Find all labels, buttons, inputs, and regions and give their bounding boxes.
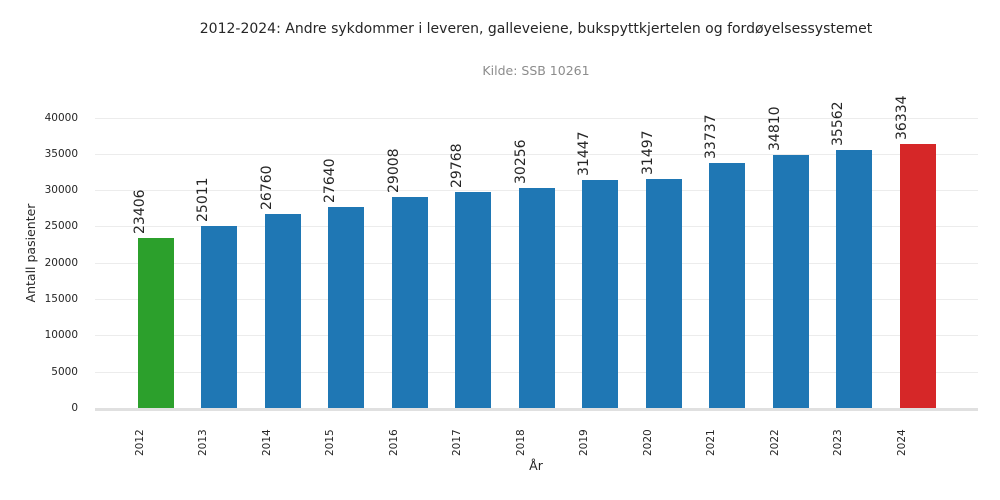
bar-2012 (137, 238, 174, 408)
bar-value-label: 27640 (322, 158, 338, 204)
y-tick-label: 40000 (44, 111, 78, 124)
x-tick-label: 2022 (768, 429, 781, 456)
x-tick-label: 2017 (451, 429, 463, 456)
bar-value-label: 23406 (131, 189, 148, 234)
bar-value-label: 34810 (766, 106, 783, 152)
x-tick-label: 2020 (641, 429, 654, 456)
bar-2013 (201, 226, 237, 408)
bar-value-label: 26760 (258, 165, 275, 210)
bar-2014 (264, 213, 301, 408)
chart-title: 2012-2024: Andre sykdommer i leveren, ga… (199, 21, 873, 37)
bar-2020 (645, 179, 682, 408)
bar-2015 (328, 207, 364, 408)
y-tick-label: 35000 (44, 147, 78, 160)
x-tick-label: 2019 (578, 429, 590, 456)
y-tick-label: 25000 (44, 220, 78, 233)
bar-value-label: 36334 (893, 95, 910, 141)
x-tick-label: 2016 (387, 429, 400, 456)
x-tick-label: 2012 (133, 429, 146, 456)
x-tick-label: 2013 (197, 429, 209, 456)
y-tick-label: 20000 (44, 256, 78, 269)
bar-value-label: 25011 (195, 177, 211, 223)
bar-2019 (582, 179, 618, 408)
bar-value-label: 30256 (512, 139, 529, 185)
y-tick-label: 10000 (44, 329, 78, 342)
chart-subtitle: Kilde: SSB 10261 (482, 63, 590, 78)
x-axis-label: År (529, 458, 543, 473)
bar-2016 (391, 197, 428, 408)
bar-2024 (899, 144, 936, 408)
x-axis-line (95, 408, 978, 411)
gridline-y-35000 (95, 154, 978, 155)
x-tick-label: 2015 (324, 429, 336, 456)
x-tick-label: 2023 (832, 429, 844, 456)
bar-value-label: 31447 (576, 131, 592, 176)
bar-value-label: 33737 (703, 114, 719, 159)
bar-value-label: 35562 (830, 101, 846, 146)
bar-value-label: 31497 (639, 130, 656, 176)
bar-value-label: 29768 (449, 143, 465, 188)
bar-value-label: 29008 (385, 148, 402, 194)
bar-2022 (772, 155, 809, 408)
x-tick-label: 2018 (514, 429, 527, 456)
bar-2023 (836, 149, 872, 408)
x-tick-label: 2014 (260, 429, 273, 456)
gridline-y-40000 (95, 118, 978, 119)
y-tick-label: 15000 (44, 293, 78, 306)
y-tick-label: 0 (71, 402, 78, 414)
bar-2018 (518, 188, 555, 408)
bar-2021 (709, 162, 745, 408)
x-tick-label: 2024 (895, 429, 908, 456)
y-tick-label: 30000 (44, 184, 78, 197)
y-tick-label: 5000 (51, 365, 78, 378)
bar-2017 (455, 191, 491, 408)
x-tick-label: 2021 (705, 429, 717, 456)
